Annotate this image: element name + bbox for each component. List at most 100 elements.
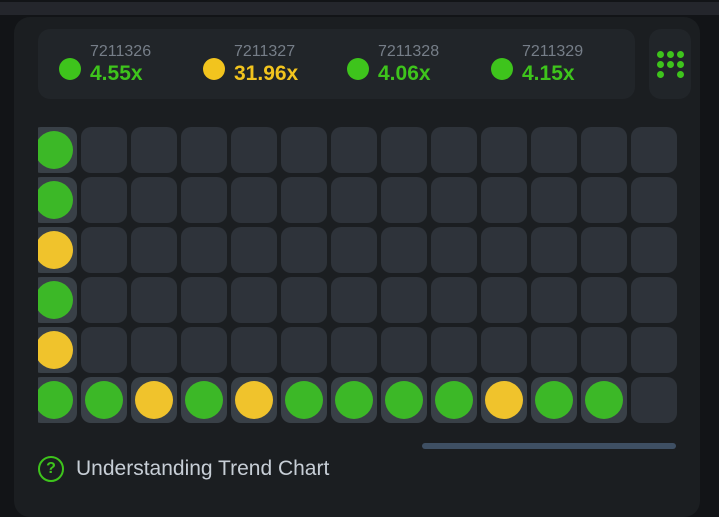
trend-chart-card: 7211326 4.55x 7211327 31.96x 7211328 4.06x 721… xyxy=(14,17,700,517)
grid-cell xyxy=(481,277,527,323)
grid-cell xyxy=(481,377,527,423)
grid-cell xyxy=(181,127,227,173)
icon-dot xyxy=(676,50,684,58)
grid-cell xyxy=(131,177,177,223)
grid-cell xyxy=(81,127,127,173)
result-dot-green xyxy=(335,381,373,419)
round-result-dot xyxy=(347,58,369,80)
trend-grid-viewport[interactable] xyxy=(38,127,677,423)
result-dot-green xyxy=(38,131,73,169)
grid-cell xyxy=(181,177,227,223)
round-entry: 7211326 4.55x xyxy=(59,42,203,86)
icon-dot xyxy=(656,70,664,78)
trend-grid xyxy=(38,127,677,423)
grid-cell xyxy=(431,277,477,323)
grid-cell xyxy=(631,177,677,223)
grid-cell xyxy=(231,127,277,173)
grid-cell xyxy=(38,327,77,373)
trend-grid-toggle-button[interactable] xyxy=(649,29,691,99)
grid-cell xyxy=(581,177,627,223)
grid-cell xyxy=(581,227,627,273)
grid-cell xyxy=(381,127,427,173)
grid-cell xyxy=(81,227,127,273)
grid-cell xyxy=(38,377,77,423)
round-entry: 7211329 4.15x xyxy=(491,42,635,86)
grid-cell xyxy=(631,227,677,273)
question-circle-icon: ? xyxy=(38,456,64,482)
grid-cell xyxy=(531,377,577,423)
grid-cell xyxy=(38,277,77,323)
result-dot-green xyxy=(385,381,423,419)
grid-cell xyxy=(181,327,227,373)
grid-cell xyxy=(331,277,377,323)
icon-dot xyxy=(666,60,674,68)
grid-cell xyxy=(581,377,627,423)
grid-scrollbar-thumb[interactable] xyxy=(422,443,676,449)
grid-cell xyxy=(531,177,577,223)
grid-cell xyxy=(231,227,277,273)
grid-cell xyxy=(281,177,327,223)
result-dot-green xyxy=(585,381,623,419)
grid-cell xyxy=(381,177,427,223)
result-dot-yellow xyxy=(485,381,523,419)
understanding-trend-chart-link[interactable]: ? Understanding Trend Chart xyxy=(38,456,700,482)
result-dot-yellow xyxy=(38,331,73,369)
result-dot-green xyxy=(535,381,573,419)
dots-grid-icon xyxy=(656,50,684,78)
grid-cell xyxy=(481,227,527,273)
grid-cell xyxy=(131,227,177,273)
grid-cell xyxy=(381,277,427,323)
grid-cell xyxy=(531,277,577,323)
grid-cell xyxy=(181,227,227,273)
grid-cell xyxy=(431,377,477,423)
grid-cell xyxy=(381,327,427,373)
grid-cell xyxy=(631,277,677,323)
grid-cell xyxy=(481,127,527,173)
grid-cell xyxy=(431,177,477,223)
grid-cell xyxy=(281,127,327,173)
grid-cell xyxy=(331,327,377,373)
grid-scrollbar-track[interactable] xyxy=(38,443,677,449)
round-id: 7211329 xyxy=(522,43,584,60)
grid-cell xyxy=(231,377,277,423)
round-multiplier: 31.96x xyxy=(234,62,299,85)
grid-cell xyxy=(281,227,327,273)
grid-cell xyxy=(331,227,377,273)
grid-cell xyxy=(381,227,427,273)
grid-cell xyxy=(581,277,627,323)
grid-cell xyxy=(181,377,227,423)
round-text: 7211328 4.06x xyxy=(378,42,439,86)
round-multiplier: 4.55x xyxy=(90,62,143,85)
grid-cell xyxy=(131,127,177,173)
grid-cell xyxy=(231,327,277,373)
result-dot-green xyxy=(185,381,223,419)
grid-cell xyxy=(281,327,327,373)
icon-dot xyxy=(656,60,664,68)
grid-cell xyxy=(331,127,377,173)
grid-cell xyxy=(281,277,327,323)
grid-cell xyxy=(81,277,127,323)
grid-cell xyxy=(81,177,127,223)
grid-cell xyxy=(581,127,627,173)
icon-dot xyxy=(656,50,664,58)
grid-cell xyxy=(631,327,677,373)
round-entry: 7211327 31.96x xyxy=(203,42,347,86)
round-result-dot xyxy=(203,58,225,80)
round-id: 7211326 xyxy=(90,43,152,60)
grid-cell xyxy=(631,127,677,173)
round-text: 7211329 4.15x xyxy=(522,42,583,86)
grid-cell xyxy=(431,227,477,273)
grid-cell xyxy=(81,377,127,423)
icon-dot xyxy=(676,60,684,68)
result-dot-green xyxy=(38,281,73,319)
result-dot-yellow xyxy=(235,381,273,419)
grid-cell xyxy=(38,127,77,173)
round-result-dot xyxy=(59,58,81,80)
round-multiplier: 4.06x xyxy=(378,62,431,85)
grid-cell xyxy=(631,377,677,423)
result-dot-yellow xyxy=(135,381,173,419)
grid-cell xyxy=(131,277,177,323)
previous-section-bottom-edge xyxy=(0,2,719,15)
result-dot-green xyxy=(38,181,73,219)
grid-cell xyxy=(231,177,277,223)
